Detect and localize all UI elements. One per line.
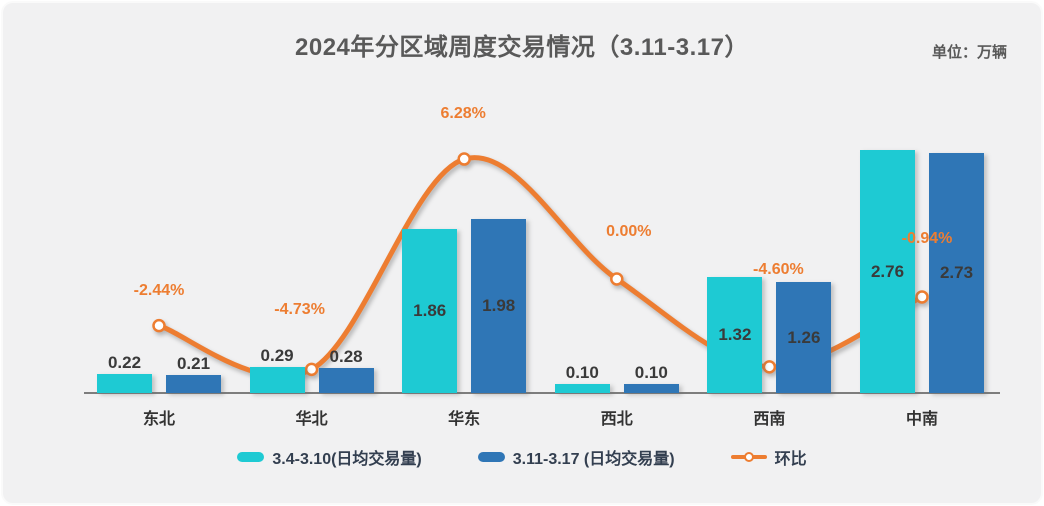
x-axis-label-华北: 华北 bbox=[295, 411, 328, 428]
legend-item-week1: 3.4-3.10(日均交易量) bbox=[237, 445, 422, 469]
plot-area: 0.22 0.21 东北 0.29 0.28 华北 1.86 1.98 华东 0.10 0.10 西北… bbox=[3, 3, 1041, 503]
legend: 3.4-3.10(日均交易量) 3.11-3.17 (日均交易量) 环比 bbox=[3, 445, 1041, 469]
bar-value-label: 1.26 bbox=[787, 327, 821, 347]
ratio-label-华北: -4.73% bbox=[274, 301, 325, 319]
bar-value-label: 0.10 bbox=[634, 363, 668, 382]
bar-3.4-3.10(日均交易量)-中南 bbox=[860, 150, 915, 393]
bar-3.4-3.10(日均交易量)-西北 bbox=[554, 384, 610, 393]
legend-label-week1: 3.4-3.10(日均交易量) bbox=[272, 451, 422, 468]
week1-swatch-icon bbox=[237, 452, 265, 462]
bar-value-label: 1.98 bbox=[482, 296, 516, 315]
ratio-line-swatch-icon bbox=[730, 452, 767, 462]
x-axis-label-中南: 中南 bbox=[905, 411, 938, 428]
x-axis-line bbox=[84, 392, 1000, 394]
ratio-label-西南: -4.60% bbox=[753, 260, 804, 278]
legend-item-ratio: 环比 bbox=[730, 445, 807, 469]
ratio-label-中南: -0.94% bbox=[901, 229, 953, 247]
ratio-label-东北: -2.44% bbox=[133, 281, 185, 299]
bar-3.11-3.17 (日均交易量)-西南 bbox=[776, 282, 832, 393]
bar-3.4-3.10(日均交易量)-西南 bbox=[707, 277, 763, 393]
x-axis-label-东北: 东北 bbox=[142, 411, 175, 428]
legend-label-ratio: 环比 bbox=[774, 451, 807, 468]
bar-3.4-3.10(日均交易量)-东北 bbox=[97, 374, 152, 393]
ratio-label-西北: 0.00% bbox=[606, 223, 652, 240]
ratio-label-华东: 6.28% bbox=[440, 105, 486, 123]
unit-label: 单位：万辆 bbox=[931, 44, 1007, 61]
bar-3.11-3.17 (日均交易量)-华东 bbox=[471, 219, 527, 393]
bar-3.4-3.10(日均交易量)-华东 bbox=[402, 229, 458, 393]
bar-value-label: 2.76 bbox=[870, 261, 905, 281]
legend-label-week2: 3.11-3.17 (日均交易量) bbox=[512, 451, 675, 468]
bar-3.11-3.17 (日均交易量)-中南 bbox=[929, 153, 984, 393]
bar-value-label: 1.86 bbox=[413, 301, 447, 320]
chart-title: 2024年分区域周度交易情况（3.11-3.17） bbox=[295, 34, 749, 61]
bar-3.4-3.10(日均交易量)-华北 bbox=[249, 367, 305, 393]
bar-value-label: 1.32 bbox=[718, 325, 752, 344]
week2-swatch-icon bbox=[477, 452, 505, 462]
bar-value-label: 0.10 bbox=[565, 363, 599, 382]
bar-value-label: 2.73 bbox=[939, 263, 974, 282]
bar-value-label: 0.21 bbox=[176, 354, 211, 373]
bar-value-label: 0.22 bbox=[107, 353, 142, 372]
bar-3.11-3.17 (日均交易量)-东北 bbox=[166, 375, 221, 393]
x-axis-label-西南: 西南 bbox=[753, 411, 786, 428]
bar-value-label: 0.28 bbox=[329, 347, 363, 366]
bar-3.11-3.17 (日均交易量)-西北 bbox=[623, 384, 679, 393]
bar-value-label: 0.29 bbox=[260, 346, 294, 365]
x-axis-label-华东: 华东 bbox=[448, 411, 481, 428]
legend-item-week2: 3.11-3.17 (日均交易量) bbox=[477, 445, 675, 469]
bar-3.11-3.17 (日均交易量)-华北 bbox=[318, 368, 374, 393]
x-axis-label-西北: 西北 bbox=[600, 411, 633, 428]
